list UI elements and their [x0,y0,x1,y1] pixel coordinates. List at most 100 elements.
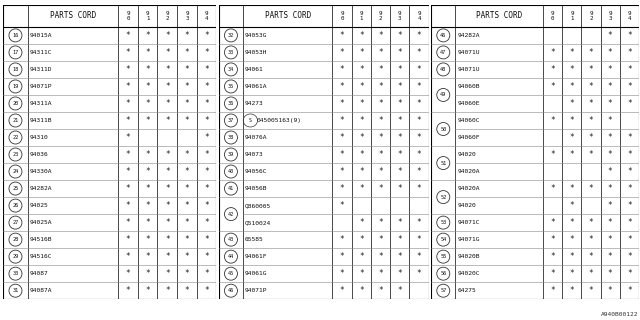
Text: 94087A: 94087A [30,288,52,293]
Text: *: * [417,269,422,278]
Text: 94053G: 94053G [245,33,268,38]
Text: *: * [184,167,189,176]
Text: 9
0: 9 0 [126,11,130,21]
Text: *: * [550,82,555,91]
Text: *: * [165,235,170,244]
Text: *: * [627,201,632,210]
Text: *: * [165,167,170,176]
Text: *: * [359,31,364,40]
Text: 94311C: 94311C [30,50,52,55]
Text: 94053H: 94053H [245,50,268,55]
Text: *: * [397,252,402,261]
Text: *: * [340,133,344,142]
Text: *: * [204,99,209,108]
Text: 57: 57 [440,288,447,293]
Text: 25: 25 [12,186,19,191]
Text: 94020: 94020 [458,203,476,208]
Text: *: * [570,218,574,227]
Text: *: * [570,82,574,91]
Text: *: * [627,184,632,193]
Text: *: * [570,269,574,278]
Text: *: * [340,184,344,193]
Text: *: * [184,201,189,210]
Text: *: * [378,167,383,176]
Text: *: * [570,252,574,261]
Text: 35: 35 [228,84,234,89]
Text: *: * [397,31,402,40]
Text: *: * [126,31,131,40]
Text: *: * [589,286,593,295]
Text: 94020: 94020 [458,152,476,157]
Text: 94087: 94087 [30,271,49,276]
Text: 94282A: 94282A [30,186,52,191]
Text: 94282A: 94282A [458,33,480,38]
Text: *: * [204,252,209,261]
Text: *: * [204,65,209,74]
Text: *: * [359,184,364,193]
Text: 38: 38 [228,135,234,140]
Text: *: * [126,252,131,261]
Text: *: * [165,116,170,125]
Text: *: * [550,116,555,125]
Text: *: * [627,269,632,278]
Text: 52: 52 [440,195,447,200]
Text: *: * [184,184,189,193]
Text: *: * [589,150,593,159]
Text: 28: 28 [12,237,19,242]
Text: *: * [126,218,131,227]
Text: 9
2: 9 2 [589,11,593,21]
Text: *: * [165,218,170,227]
Text: *: * [359,65,364,74]
Text: *: * [589,235,593,244]
Text: 94310: 94310 [30,135,49,140]
Text: *: * [359,286,364,295]
Text: *: * [550,286,555,295]
Text: *: * [165,150,170,159]
Text: *: * [417,48,422,57]
Text: *: * [417,252,422,261]
Text: *: * [145,269,150,278]
Text: *: * [340,286,344,295]
Text: *: * [417,31,422,40]
Text: *: * [165,48,170,57]
Text: *: * [570,201,574,210]
Text: 42: 42 [228,212,234,217]
Text: *: * [184,235,189,244]
Text: 94071U: 94071U [458,67,480,72]
Text: A940B00122: A940B00122 [601,312,639,317]
Text: 31: 31 [12,288,19,293]
Text: *: * [608,252,612,261]
Text: *: * [145,116,150,125]
Text: *: * [608,116,612,125]
Text: *: * [550,48,555,57]
Text: 43: 43 [228,237,234,242]
Text: *: * [340,65,344,74]
Text: 94061: 94061 [245,67,264,72]
Text: *: * [126,184,131,193]
Text: 24: 24 [12,169,19,174]
Text: PARTS CORD: PARTS CORD [50,11,96,20]
Text: *: * [340,99,344,108]
Text: 26: 26 [12,203,19,208]
Text: 94516B: 94516B [30,237,52,242]
Text: *: * [359,218,364,227]
Text: *: * [340,167,344,176]
Text: *: * [417,133,422,142]
Text: *: * [126,48,131,57]
Text: *: * [378,48,383,57]
Text: *: * [627,99,632,108]
Text: 53: 53 [440,220,447,225]
Text: *: * [184,269,189,278]
Text: *: * [165,65,170,74]
Text: 33: 33 [228,50,234,55]
Text: *: * [359,82,364,91]
Text: *: * [165,286,170,295]
Text: *: * [378,286,383,295]
Text: *: * [204,184,209,193]
Text: *: * [608,167,612,176]
Text: *: * [378,184,383,193]
Text: *: * [589,99,593,108]
Text: 9
4: 9 4 [205,11,208,21]
Text: 9
4: 9 4 [627,11,631,21]
Text: *: * [627,150,632,159]
